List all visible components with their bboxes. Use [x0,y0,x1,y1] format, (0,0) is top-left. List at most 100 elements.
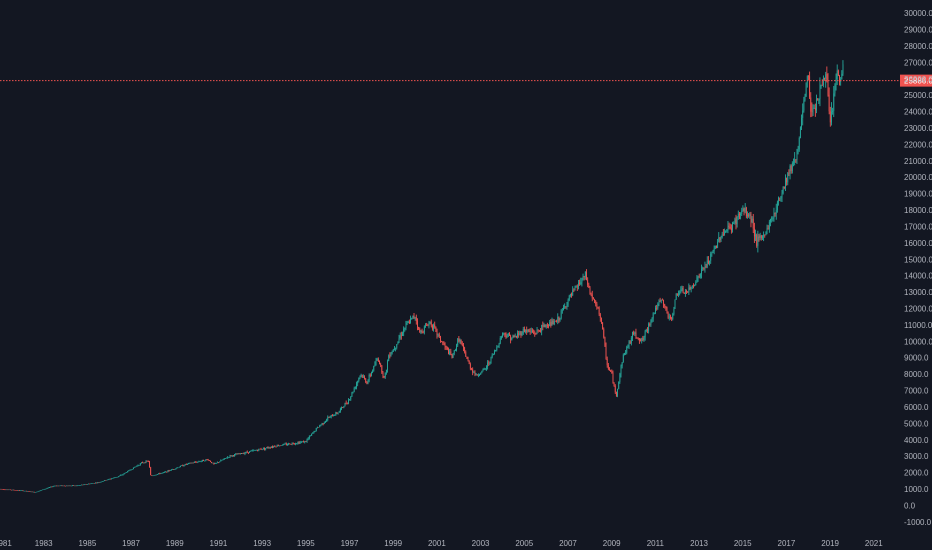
candle-body [471,368,472,370]
candle [789,164,791,180]
candle [221,459,223,461]
candle-body [461,343,463,346]
candle-body [22,490,24,492]
candle-body [351,392,353,397]
candle [157,474,159,475]
candle [619,372,621,384]
y-tick-label: 1000.0 [904,485,929,494]
candle-body [112,478,114,479]
price-line-badge[interactable] [900,74,932,87]
candle [538,329,540,332]
candle [565,306,567,309]
candle [644,329,646,341]
candle-body [441,341,443,343]
x-axis: 1981198319851987198919911993199519971999… [0,539,883,548]
candle [357,380,359,387]
candle-body [444,345,446,346]
candle [151,474,153,476]
candle-body [802,110,804,118]
candle-body [542,324,544,327]
candle [288,442,290,446]
candle [115,477,117,478]
candle [408,319,410,325]
candle-body [38,490,40,492]
candle-body [505,334,507,338]
candle-body [720,237,722,240]
candle [602,322,604,330]
candle [596,301,598,310]
candle [1,488,3,490]
candle [403,326,405,337]
candle-body [154,475,156,476]
candle [786,177,788,186]
candle [107,479,109,481]
candle [737,210,739,220]
candle [809,71,811,100]
candle [369,373,371,378]
candle [503,332,505,336]
candle-body [304,440,306,443]
candle [612,370,614,384]
candle-body [61,485,63,487]
candle [690,286,692,293]
candle-body [182,465,184,467]
candle-body [280,445,282,447]
candle-body [762,235,763,239]
candle-body [97,482,99,483]
candle [162,472,164,474]
candle-body [46,488,48,489]
candle [831,102,832,126]
candle [371,371,372,377]
candle-body [474,372,476,375]
candle [804,93,806,102]
candle [827,73,829,97]
candle [456,343,457,352]
y-tick-label: 14000.0 [904,272,932,281]
candle-body [634,332,636,335]
candle [836,64,838,85]
candle [308,435,310,440]
candle-body [772,218,774,219]
candle-body [475,374,477,375]
candle-body [569,294,571,296]
candle-body [311,433,313,436]
candle [173,469,175,470]
candle [717,238,719,249]
candle-body [141,462,142,464]
candle-body [566,304,568,307]
candle-body [418,327,420,329]
candle-body [468,360,470,365]
candle [8,489,10,491]
candle [691,285,693,290]
candle [166,471,168,473]
candle [722,229,724,237]
candle-body [346,403,348,405]
candle-body [679,292,681,294]
candle [705,263,707,269]
candle [523,326,525,333]
candle [264,447,265,451]
candle-body [615,392,617,396]
candle [174,468,176,470]
candle-body [216,462,218,463]
candle-body [369,375,371,376]
candle-body [100,481,102,483]
candle-body [812,108,814,113]
candle-body [287,444,288,446]
candle-body [358,378,360,382]
candle-body [744,207,746,212]
candle [402,331,403,337]
candle [177,467,179,469]
candle-body [709,260,710,264]
candle-body [181,465,183,466]
candle [583,275,585,281]
candle [696,275,698,283]
candle-body [389,355,391,357]
candle-body [813,107,815,109]
candle [398,334,400,344]
candle [269,446,271,449]
candle-body [467,358,469,361]
candle [632,331,633,341]
candle [30,491,32,493]
